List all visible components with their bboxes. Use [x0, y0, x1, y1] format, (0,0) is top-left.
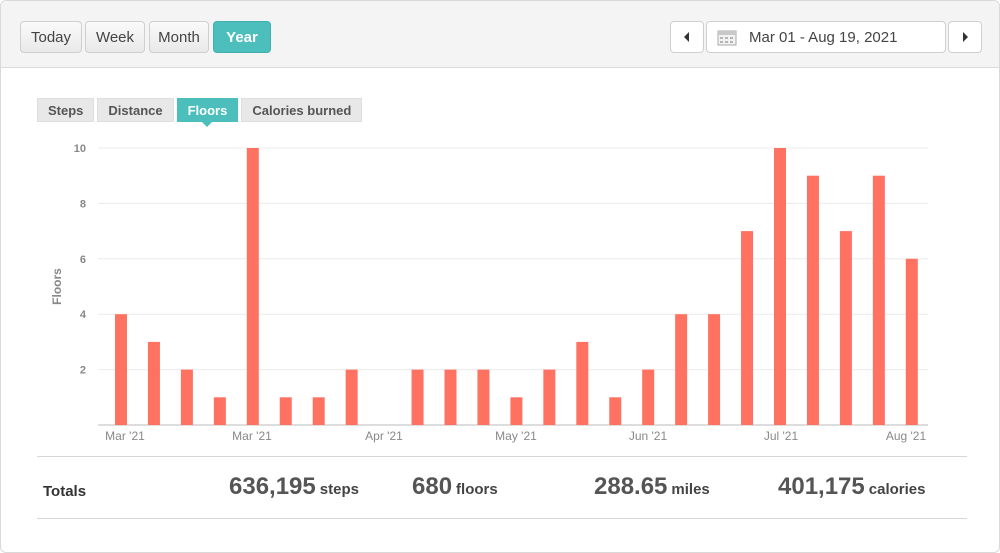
bar: [741, 231, 754, 425]
y-axis-title: Floors: [50, 268, 64, 305]
y-tick-label: 6: [80, 254, 86, 266]
total-steps: 636,195 steps: [229, 473, 359, 501]
tab-calories-burned[interactable]: Calories burned: [241, 98, 363, 122]
bar: [609, 397, 622, 425]
total-calories: 401,175 calories: [778, 473, 925, 501]
tab-steps[interactable]: Steps: [37, 98, 95, 122]
total-steps-unit: steps: [319, 481, 359, 498]
bar: [147, 341, 160, 425]
date-range-text: Mar 01 - Aug 19, 2021: [749, 28, 898, 46]
bar: [477, 369, 490, 425]
bar: [444, 369, 457, 425]
tab-distance[interactable]: Distance: [97, 98, 174, 122]
bar: [246, 148, 259, 425]
bar: [675, 314, 688, 425]
y-tick-label: 10: [74, 143, 86, 155]
previous-range-button[interactable]: [670, 21, 704, 53]
x-tick-label: Mar '21: [232, 429, 272, 443]
y-tick-label: 2: [80, 365, 86, 377]
bar: [839, 231, 852, 425]
total-miles-unit: miles: [671, 481, 710, 498]
total-calories-unit: calories: [868, 481, 926, 498]
chevron-left-icon: [684, 32, 689, 42]
date-range-picker[interactable]: Mar 01 - Aug 19, 2021: [706, 21, 946, 53]
totals-row: Totals 636,195 steps 680 floors 288.65 mile…: [37, 456, 967, 519]
next-range-button[interactable]: [948, 21, 982, 53]
y-tick-label: 4: [80, 309, 87, 321]
tab-floors[interactable]: Floors: [176, 98, 239, 127]
bar: [806, 175, 819, 425]
bar: [576, 341, 589, 425]
bar: [905, 258, 918, 425]
x-tick-label: Jun '21: [629, 429, 668, 443]
total-floors: 680 floors: [412, 473, 498, 501]
metric-tabs: Steps Distance Floors Calories burned: [37, 98, 363, 127]
bar: [708, 314, 721, 425]
y-tick-label: 8: [80, 198, 86, 210]
total-floors-unit: floors: [456, 481, 498, 498]
week-button[interactable]: Week: [85, 21, 145, 53]
total-miles: 288.65 miles: [594, 473, 710, 501]
x-tick-label: Jul '21: [764, 429, 799, 443]
bar: [642, 369, 655, 425]
bar: [543, 369, 556, 425]
total-floors-value: 680: [412, 473, 453, 500]
bar: [180, 369, 193, 425]
bar: [510, 397, 523, 425]
year-button[interactable]: Year: [213, 21, 271, 53]
total-miles-value: 288.65: [594, 473, 668, 500]
bar: [345, 369, 358, 425]
chevron-right-icon: [963, 32, 968, 42]
floors-bar-chart: 2 4 6 8 10 Floors Mar '21 Mar '21 Apr '21 May '21…: [50, 143, 928, 443]
x-tick-label: Apr '21: [365, 429, 403, 443]
total-calories-value: 401,175: [778, 473, 865, 500]
bar: [213, 397, 226, 425]
x-tick-label: May '21: [495, 429, 537, 443]
bar: [279, 397, 292, 425]
bar: [115, 314, 127, 425]
bar: [411, 369, 424, 425]
today-button[interactable]: Today: [20, 21, 82, 53]
x-tick-label: Mar '21: [105, 429, 145, 443]
bar: [872, 175, 885, 425]
calendar-icon: [717, 30, 737, 46]
bar: [774, 148, 786, 425]
total-steps-value: 636,195: [229, 473, 316, 500]
totals-label: Totals: [43, 483, 87, 500]
toolbar: Today Week Month Year Mar 01 - Aug 19, 2…: [1, 1, 999, 68]
bar: [312, 397, 325, 425]
x-tick-label: Aug '21: [886, 429, 927, 443]
month-button[interactable]: Month: [149, 21, 209, 53]
